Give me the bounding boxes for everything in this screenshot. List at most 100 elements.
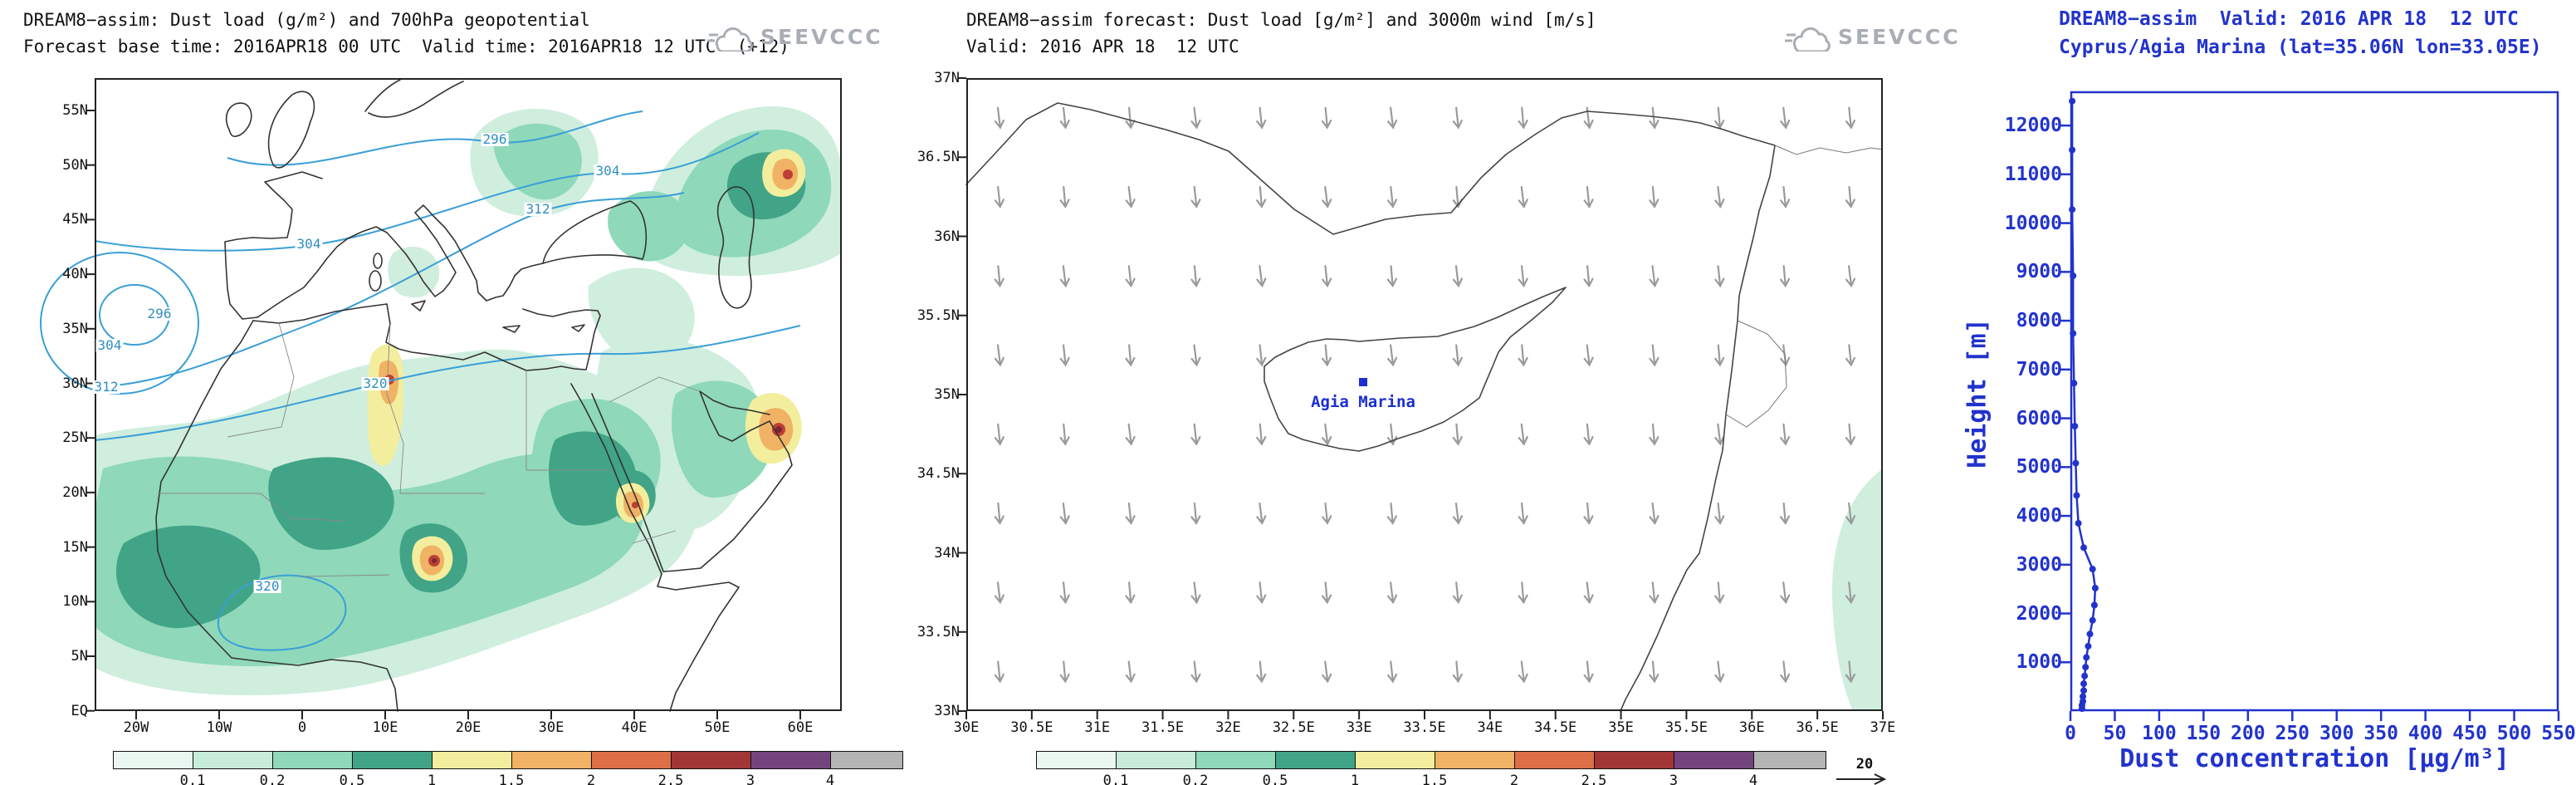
colorbar-segment <box>273 752 353 768</box>
middle-map-ytick-label: 37N <box>934 70 960 86</box>
wind-arrow-icon <box>1190 106 1201 130</box>
wind-arrow-icon <box>1845 106 1856 130</box>
colorbar-segment <box>114 752 193 768</box>
middle-map-xtick-label: 34E <box>1477 719 1503 736</box>
wind-arrow-icon <box>1649 502 1659 525</box>
wind-arrow-icon <box>1256 581 1267 605</box>
wind-arrow-icon <box>994 344 1004 367</box>
left-map-xtick-label: 10E <box>372 719 398 736</box>
profile-point <box>2091 585 2099 591</box>
wind-arrow-icon <box>1321 581 1332 605</box>
colorbar-segment <box>512 752 592 768</box>
colorbar-segment <box>1435 752 1515 768</box>
wind-arrow-icon <box>1518 581 1528 605</box>
profile-xtick-label: 200 <box>2231 723 2266 744</box>
wind-arrow-icon <box>1386 185 1398 209</box>
colorbar-tick-label: 1 <box>1350 773 1360 785</box>
wind-arrow-icon <box>1518 106 1528 130</box>
profile-xtick-label: 0 <box>2065 723 2076 744</box>
seevccc-logo: SEEVCCC <box>707 22 883 52</box>
wind-arrow-icon <box>1845 581 1856 605</box>
middle-map-xtick-label: 33.5E <box>1403 719 1446 736</box>
wind-arrow-icon <box>1125 660 1136 684</box>
wind-arrow-icon <box>1845 423 1856 446</box>
wind-arrow-icon <box>1518 660 1528 684</box>
colorbar-segment <box>1117 752 1196 768</box>
colorbar-tick-label: 0.1 <box>179 773 206 785</box>
station-marker-square <box>1359 378 1367 386</box>
station-marker: Agia Marina <box>1311 378 1415 411</box>
profile-plot <box>2060 91 2560 721</box>
profile-xtick-label: 100 <box>2142 723 2177 744</box>
wind-arrow-icon <box>1714 423 1725 446</box>
profile-ytick-label: 9000 <box>2016 261 2062 283</box>
dust-shading-layer <box>1831 469 1883 711</box>
wind-reference-value: 20 <box>1855 756 1874 773</box>
left-map-xtick-label: 10W <box>206 719 232 736</box>
wind-arrow-icon <box>1322 185 1332 209</box>
left-map-xtick-label: 40E <box>621 719 648 736</box>
middle-map-xtick-label: 32.5E <box>1272 719 1315 736</box>
left-map: 296 304 312 304 296 304 312 320 320 <box>40 78 842 719</box>
wind-arrow-icon <box>1386 502 1398 525</box>
wind-arrow-icon <box>1386 344 1398 367</box>
geopotential-contours <box>40 110 801 651</box>
profile-title: DREAM8−assim Valid: 2016 APR 18 12 UTC <box>2059 8 2519 30</box>
colorbar-segment <box>751 752 831 768</box>
wind-arrow-icon <box>994 106 1004 130</box>
wind-arrow-icon <box>1321 106 1332 130</box>
profile-ytick-label: 7000 <box>2016 358 2062 380</box>
wind-arrow-icon <box>1190 344 1201 367</box>
wind-arrow-icon <box>1059 265 1070 288</box>
wind-arrow-icon <box>1059 185 1070 209</box>
colorbar-tick-label: 3 <box>745 773 755 785</box>
cloud-icon <box>1785 27 1831 52</box>
colorbar-strip <box>1036 751 1826 769</box>
seevccc-logo: SEEVCCC <box>1785 22 1961 52</box>
left-map-ytick-label: 10N <box>62 593 88 611</box>
wind-arrow-icon <box>1125 423 1136 446</box>
left-map-xtick-label: 20W <box>123 719 149 736</box>
colorbar-segment <box>1754 752 1826 768</box>
wind-arrow-icon <box>1845 265 1856 288</box>
profile-point <box>2073 492 2080 499</box>
profile-ytick-label: 3000 <box>2016 553 2062 576</box>
colorbar-segment <box>1595 752 1674 768</box>
profile-point <box>2080 698 2086 705</box>
profile-point <box>2080 687 2087 694</box>
middle-map-ytick-label: 33.5N <box>917 623 960 640</box>
profile-point <box>2080 680 2087 688</box>
middle-map-tick-marks <box>958 77 1884 719</box>
profile-ytick-label: 2000 <box>2016 602 2062 625</box>
colorbar-tick-label: 4 <box>1748 773 1758 785</box>
wind-arrow-icon <box>1452 106 1463 130</box>
colorbar-tick-label: 0.5 <box>339 773 365 785</box>
middle-map-xtick-label: 36E <box>1738 719 1765 736</box>
wind-arrow-icon <box>1059 106 1070 130</box>
wind-arrow-icon <box>1845 660 1856 684</box>
wind-arrow-icon <box>1518 185 1528 209</box>
profile-ytick-label: 6000 <box>2016 407 2062 429</box>
profile-ytick-label: 10000 <box>2004 212 2062 234</box>
profile-ytick-label: 4000 <box>2016 505 2062 527</box>
middle-map-xtick-label: 33E <box>1346 719 1372 736</box>
wind-arrow-icon <box>1256 502 1267 525</box>
wind-arrow-icon <box>1256 660 1267 684</box>
colorbar-tick-label: 1 <box>427 773 437 785</box>
wind-arrow-icon <box>1190 660 1201 684</box>
profile-xlabel: Dust concentration [µg/m³] <box>2119 744 2510 773</box>
wind-arrow-icon <box>1845 344 1856 367</box>
geopotential-contour-label: 320 <box>361 375 389 391</box>
left-map-ytick-label: 50N <box>62 156 88 174</box>
wind-arrow-icon <box>1649 423 1659 446</box>
left-map-xtick-label: 0 <box>297 719 307 736</box>
wind-arrow-icon <box>1256 185 1267 209</box>
wind-arrows-layer <box>994 106 1856 684</box>
wind-arrow-icon <box>1452 185 1463 209</box>
wind-arrow-icon <box>1649 660 1659 684</box>
wind-arrow-icon <box>1059 581 1070 605</box>
middle-map-xtick-label: 31E <box>1084 719 1111 736</box>
wind-arrow-icon <box>1452 502 1463 525</box>
wind-arrow-icon <box>1780 185 1791 209</box>
